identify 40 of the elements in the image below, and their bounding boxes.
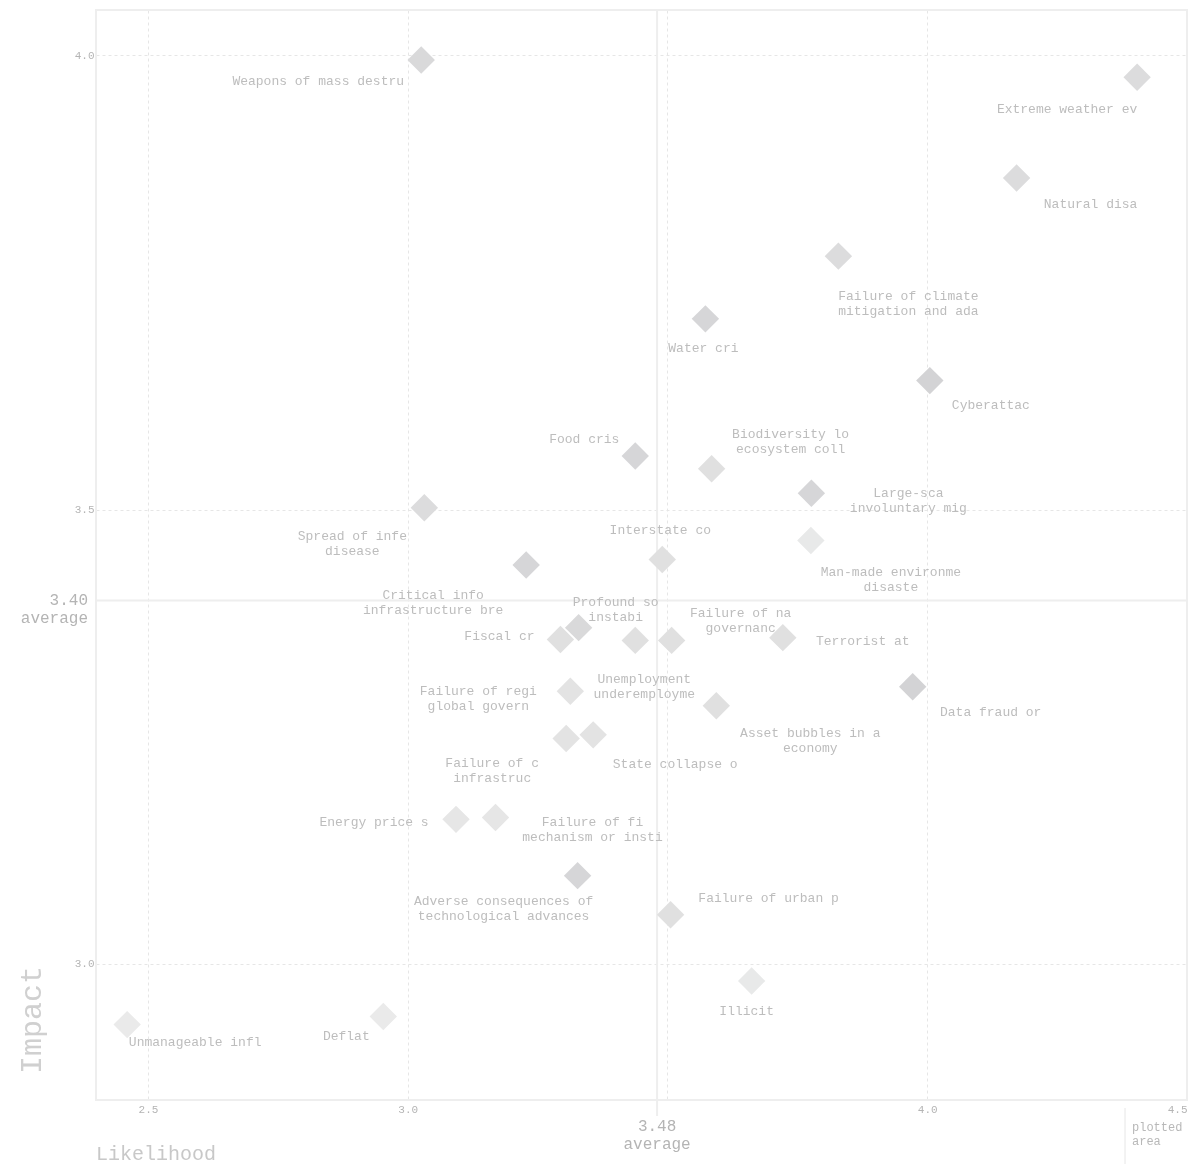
annotation: Critical info infrastructure bre — [362, 587, 504, 618]
annotation: Biodiversity lo ecosystem coll — [732, 426, 850, 457]
annotation: Illicit — [719, 1004, 774, 1020]
annotation: Natural disa — [1043, 197, 1138, 213]
annotation: Interstate co — [609, 522, 711, 538]
y-tick-label: 3.0 — [74, 958, 95, 971]
annotation: Spread of infe disease — [297, 528, 407, 559]
annotation: Cyberattac — [951, 397, 1030, 413]
annotation: Unemployment underemployme — [593, 672, 695, 703]
ref-line-label: 3.40 average — [20, 592, 88, 629]
ref-line-label: 3.48 average — [623, 1118, 691, 1154]
x-tick-label: 2.5 — [138, 1103, 159, 1116]
annotation: Failure of regi global govern — [419, 684, 538, 715]
annotation: Terrorist at — [816, 633, 910, 649]
annotation: Failure of fi mechanism or insti — [522, 814, 663, 845]
annotation: Unmanageable infl — [128, 1034, 262, 1050]
annotation: Failure of urban p — [698, 890, 839, 906]
annotation: Profound so instabi — [572, 594, 659, 625]
annotation: Weapons of mass destru — [232, 73, 405, 89]
annotation: Deflat — [322, 1029, 370, 1045]
annotation: Adverse consequences of technological advances — [413, 893, 594, 924]
annotation: Failure of climate mitigation and ada — [838, 289, 979, 320]
annotation: Extreme weather ev — [996, 102, 1138, 118]
annotation: State collapse o — [612, 756, 738, 772]
annotation: Fiscal cr — [464, 629, 535, 645]
annotation: Man-made environme disaste — [820, 565, 962, 596]
annotation: Food cris — [549, 431, 620, 447]
x-tick-label: 3.0 — [398, 1103, 419, 1116]
annotation: Asset bubbles in a economy — [740, 725, 881, 756]
text: plotted area — [1132, 1121, 1183, 1149]
y-tick-label: 4.0 — [74, 49, 95, 62]
annotation: Failure of na governanc — [689, 606, 792, 637]
y-tick-label: 3.5 — [74, 504, 95, 517]
annotation: Water cri — [668, 340, 739, 356]
x-tick-label: 4.0 — [917, 1103, 938, 1116]
annotation: Energy price s — [319, 815, 429, 831]
x-tick-label: 4.5 — [1167, 1103, 1188, 1116]
annotation: Failure of c infrastruc — [445, 756, 539, 787]
annotation: Large-sca involuntary mig — [849, 486, 967, 517]
annotation: Data fraud or — [939, 704, 1042, 720]
